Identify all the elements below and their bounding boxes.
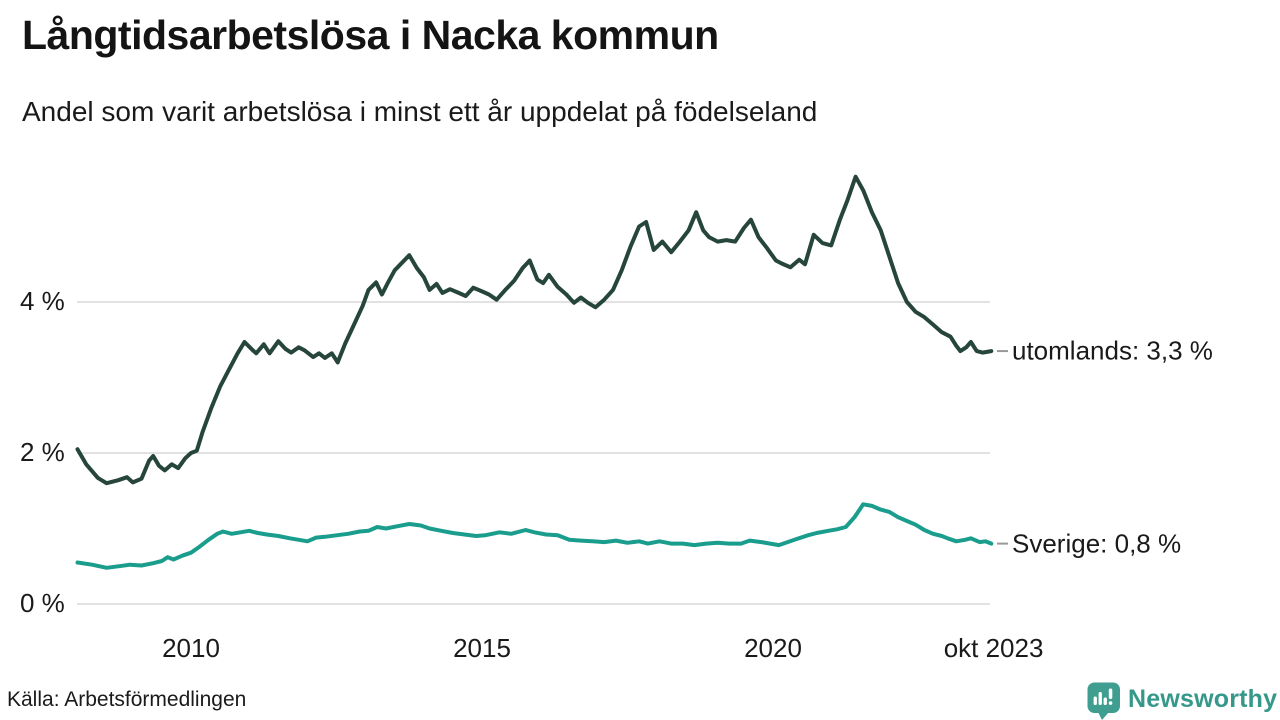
page-title: Långtidsarbetslösa i Nacka kommun [22, 12, 719, 58]
newsworthy-chart-bubble-icon [1087, 682, 1120, 720]
y-axis-tick-1: 2 % [20, 436, 65, 467]
x-axis-tick-1: 2015 [453, 633, 511, 663]
sverige-line [75, 502, 994, 570]
series-end-label-utomlands: utomlands: 3,3 % [1012, 335, 1213, 366]
y-axis-tick-2: 4 % [20, 285, 65, 316]
y-axis-tick-0: 0 % [20, 587, 65, 618]
newsworthy-wordmark: Newsworthy [1128, 685, 1278, 713]
x-axis-tick-2: 2020 [744, 633, 802, 663]
page-subtitle: Andel som varit arbetslösa i minst ett å… [22, 96, 818, 127]
utomlands-line [75, 174, 994, 486]
source-credit: Källa: Arbetsförmedlingen [7, 688, 247, 711]
newsworthy-logo: Newsworthy [1087, 682, 1277, 720]
series-end-label-sverige: Sverige: 0,8 % [1012, 528, 1182, 559]
x-axis-tick-0: 2010 [162, 633, 220, 663]
x-axis-tick-3: okt 2023 [943, 633, 1044, 663]
